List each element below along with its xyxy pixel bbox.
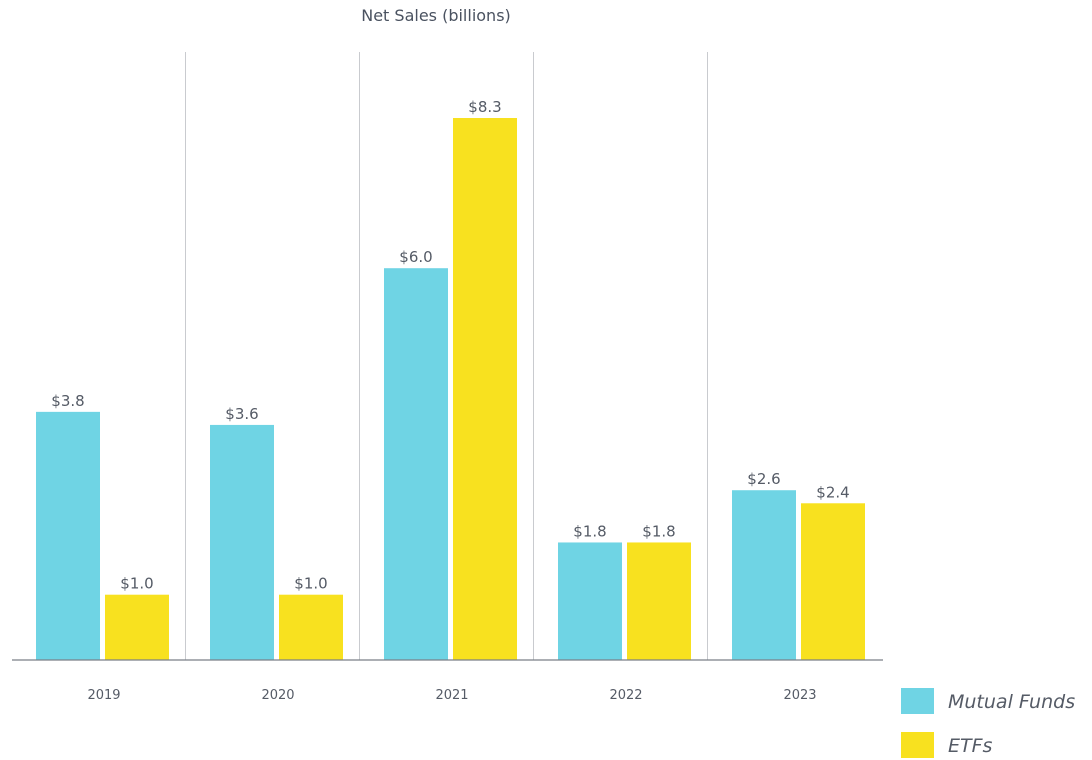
bar-etfs-2021: [453, 118, 517, 660]
legend-label-mutual-funds: Mutual Funds: [948, 691, 1075, 713]
bar-etfs-2023: [801, 503, 865, 660]
category-label-2022: 2022: [609, 688, 642, 703]
chart-title: Net Sales (billions): [361, 6, 511, 25]
bars-group: [36, 118, 865, 660]
value-label-mutual-funds-2023: $2.6: [747, 470, 780, 488]
category-label-2023: 2023: [783, 688, 816, 703]
category-label-2021: 2021: [435, 688, 468, 703]
bar-mutual-funds-2019: [36, 411, 100, 660]
bar-etfs-2020: [279, 594, 343, 660]
value-label-etfs-2019: $1.0: [120, 575, 153, 593]
value-label-mutual-funds-2021: $6.0: [399, 248, 432, 266]
bar-mutual-funds-2023: [732, 490, 796, 660]
value-label-etfs-2023: $2.4: [816, 483, 849, 501]
legend-swatch-etfs: [901, 732, 934, 758]
legend-swatch-mutual-funds: [901, 688, 934, 714]
bar-etfs-2019: [105, 594, 169, 660]
category-label-2019: 2019: [87, 688, 120, 703]
value-label-mutual-funds-2022: $1.8: [573, 522, 606, 540]
value-label-etfs-2021: $8.3: [468, 98, 501, 116]
legend: Mutual Funds ETFs: [901, 688, 1075, 758]
bar-etfs-2022: [627, 542, 691, 660]
bar-mutual-funds-2020: [210, 424, 274, 660]
category-labels-group: 2019 2020 2021 2022 2023: [87, 688, 816, 703]
bar-mutual-funds-2021: [384, 268, 448, 660]
value-label-etfs-2020: $1.0: [294, 575, 327, 593]
value-labels-group: $3.8 $1.0 $3.6 $1.0 $6.0 $8.3 $1.8 $1.8 $2.6 $2.4: [51, 98, 849, 593]
legend-label-etfs: ETFs: [948, 735, 993, 757]
category-label-2020: 2020: [261, 688, 294, 703]
value-label-mutual-funds-2019: $3.8: [51, 392, 84, 410]
value-label-etfs-2022: $1.8: [642, 522, 675, 540]
category-separators: [185, 52, 708, 660]
value-label-mutual-funds-2020: $3.6: [225, 405, 258, 423]
bar-mutual-funds-2022: [558, 542, 622, 660]
